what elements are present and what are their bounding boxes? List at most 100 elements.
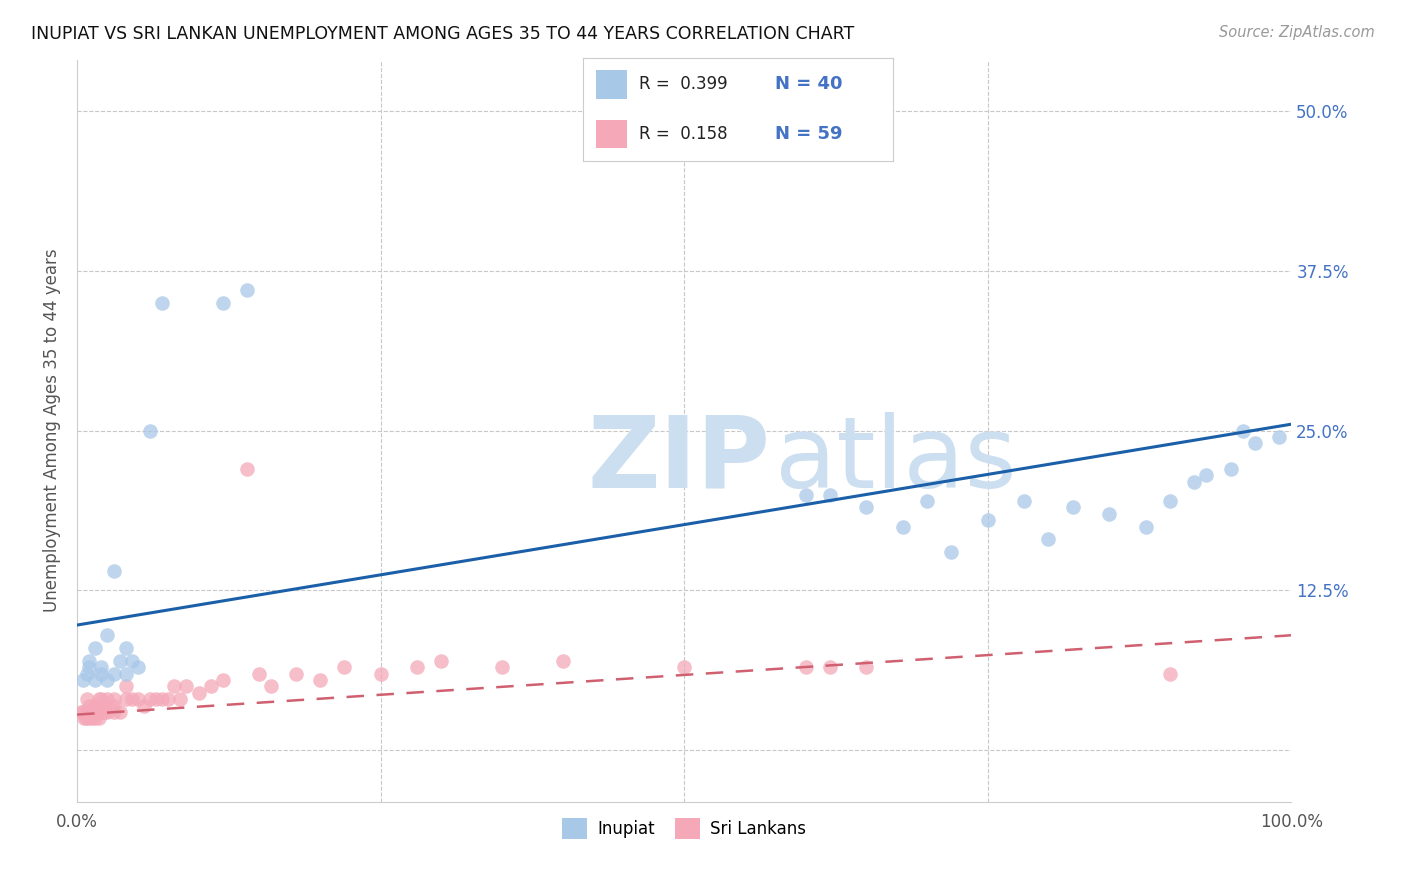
Legend: Inupiat, Sri Lankans: Inupiat, Sri Lankans [555,812,813,846]
Point [84,673,107,687]
Point [169,692,191,706]
Point [430,654,453,668]
Point [96,628,118,642]
Point [75,711,97,725]
Bar [596,120,627,148]
Point [1219,462,1241,476]
Point [309,673,332,687]
Point [84,641,107,656]
Point [76,705,98,719]
Point [96,705,118,719]
Point [114,680,136,694]
Point [491,660,513,674]
Point [1038,533,1060,547]
Point [73,711,96,725]
Point [157,692,180,706]
Point [103,692,125,706]
Point [76,666,98,681]
Point [90,660,112,674]
Point [114,666,136,681]
Point [260,680,283,694]
Point [103,564,125,578]
Point [247,666,270,681]
Point [77,705,100,719]
Point [818,660,841,674]
Point [211,295,233,310]
Point [86,705,108,719]
Point [915,494,938,508]
Point [977,513,1000,527]
Point [77,711,100,725]
Point [891,519,914,533]
Y-axis label: Unemployment Among Ages 35 to 44 years: Unemployment Among Ages 35 to 44 years [44,249,60,613]
Point [150,692,173,706]
Point [93,705,115,719]
Point [114,692,136,706]
Point [200,680,222,694]
Point [108,654,131,668]
Point [82,705,104,719]
Point [103,666,125,681]
Point [139,692,162,706]
Text: ZIP: ZIP [588,412,770,508]
Point [103,698,125,713]
Point [1159,494,1181,508]
Text: atlas: atlas [775,412,1017,508]
Point [1159,666,1181,681]
Point [1244,436,1267,450]
Bar [596,70,627,99]
Point [1232,424,1254,438]
Point [150,295,173,310]
Text: INUPIAT VS SRI LANKAN UNEMPLOYMENT AMONG AGES 35 TO 44 YEARS CORRELATION CHART: INUPIAT VS SRI LANKAN UNEMPLOYMENT AMONG… [31,25,855,43]
Point [132,698,155,713]
Text: Source: ZipAtlas.com: Source: ZipAtlas.com [1219,25,1375,40]
Point [93,698,115,713]
Point [121,692,143,706]
Point [855,500,877,515]
Point [941,545,963,559]
Point [76,692,98,706]
Text: N = 40: N = 40 [775,75,842,93]
Point [84,698,107,713]
Point [333,660,356,674]
Point [1012,494,1035,508]
Point [236,462,259,476]
Point [1062,500,1084,515]
Point [127,692,149,706]
Point [1182,475,1205,489]
Point [1268,430,1291,444]
Point [84,711,107,725]
Text: N = 59: N = 59 [775,126,842,144]
Point [794,487,817,501]
Point [96,692,118,706]
Point [77,660,100,674]
Point [176,680,198,694]
Point [1195,468,1218,483]
Point [236,283,259,297]
Point [80,711,103,725]
Point [114,641,136,656]
Point [370,666,392,681]
Point [284,666,307,681]
Point [673,660,696,674]
Point [77,698,100,713]
Point [69,705,91,719]
Point [163,680,186,694]
Point [72,673,94,687]
Point [1135,519,1157,533]
Point [127,660,149,674]
Point [139,424,162,438]
Point [551,654,574,668]
Point [77,705,100,719]
Point [87,692,110,706]
Point [187,686,209,700]
Point [83,705,105,719]
Point [90,692,112,706]
Point [121,654,143,668]
Point [818,487,841,501]
Point [72,705,94,719]
Point [103,705,125,719]
Point [211,673,233,687]
Point [1098,507,1121,521]
Point [108,705,131,719]
